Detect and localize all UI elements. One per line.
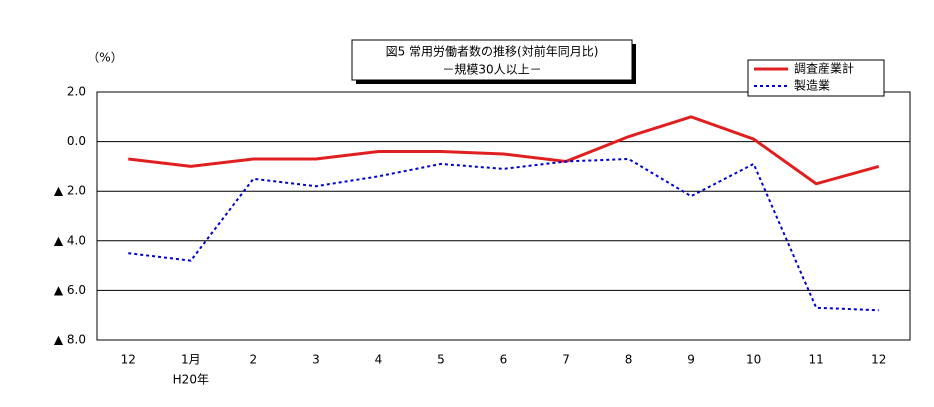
x-annotation: H20年 — [173, 373, 209, 387]
plot-area — [96, 91, 911, 341]
legend-label: 製造業 — [794, 79, 830, 93]
series-line — [128, 115, 880, 186]
x-tick-label: 2 — [250, 353, 258, 367]
y-tick-label: ▲ 4.0 — [54, 233, 86, 247]
x-tick-label: 9 — [687, 353, 695, 367]
x-tick-label: 4 — [375, 353, 383, 367]
x-tick-label: 6 — [500, 353, 508, 367]
chart-subtitle: －規模30人以上－ — [442, 62, 541, 77]
series-line — [128, 157, 879, 312]
x-tick-label: 10 — [746, 353, 761, 367]
x-tick-label: 8 — [625, 353, 633, 367]
legend-box — [747, 59, 885, 97]
x-tick-label: 7 — [562, 353, 570, 367]
x-tick-label: 3 — [312, 353, 320, 367]
chart-title: 図5 常用労働者数の推移(対前年同月比) — [386, 44, 599, 59]
x-tick-label: 11 — [809, 353, 824, 367]
x-tick-label: 5 — [437, 353, 445, 367]
y-tick-label: ▲ 8.0 — [54, 333, 86, 347]
x-tick-label: 12 — [121, 353, 136, 367]
legend-label: 調査産業計 — [794, 61, 854, 76]
y-tick-label: 0.0 — [67, 134, 86, 148]
title-box — [351, 39, 633, 81]
y-tick-label: 2.0 — [67, 85, 86, 99]
y-tick-label: ▲ 6.0 — [54, 283, 86, 297]
y-unit: （%） — [87, 51, 122, 65]
x-tick-label: 12 — [871, 353, 886, 367]
y-tick-label: ▲ 2.0 — [54, 184, 86, 198]
x-tick-label: 1月 — [181, 353, 201, 367]
